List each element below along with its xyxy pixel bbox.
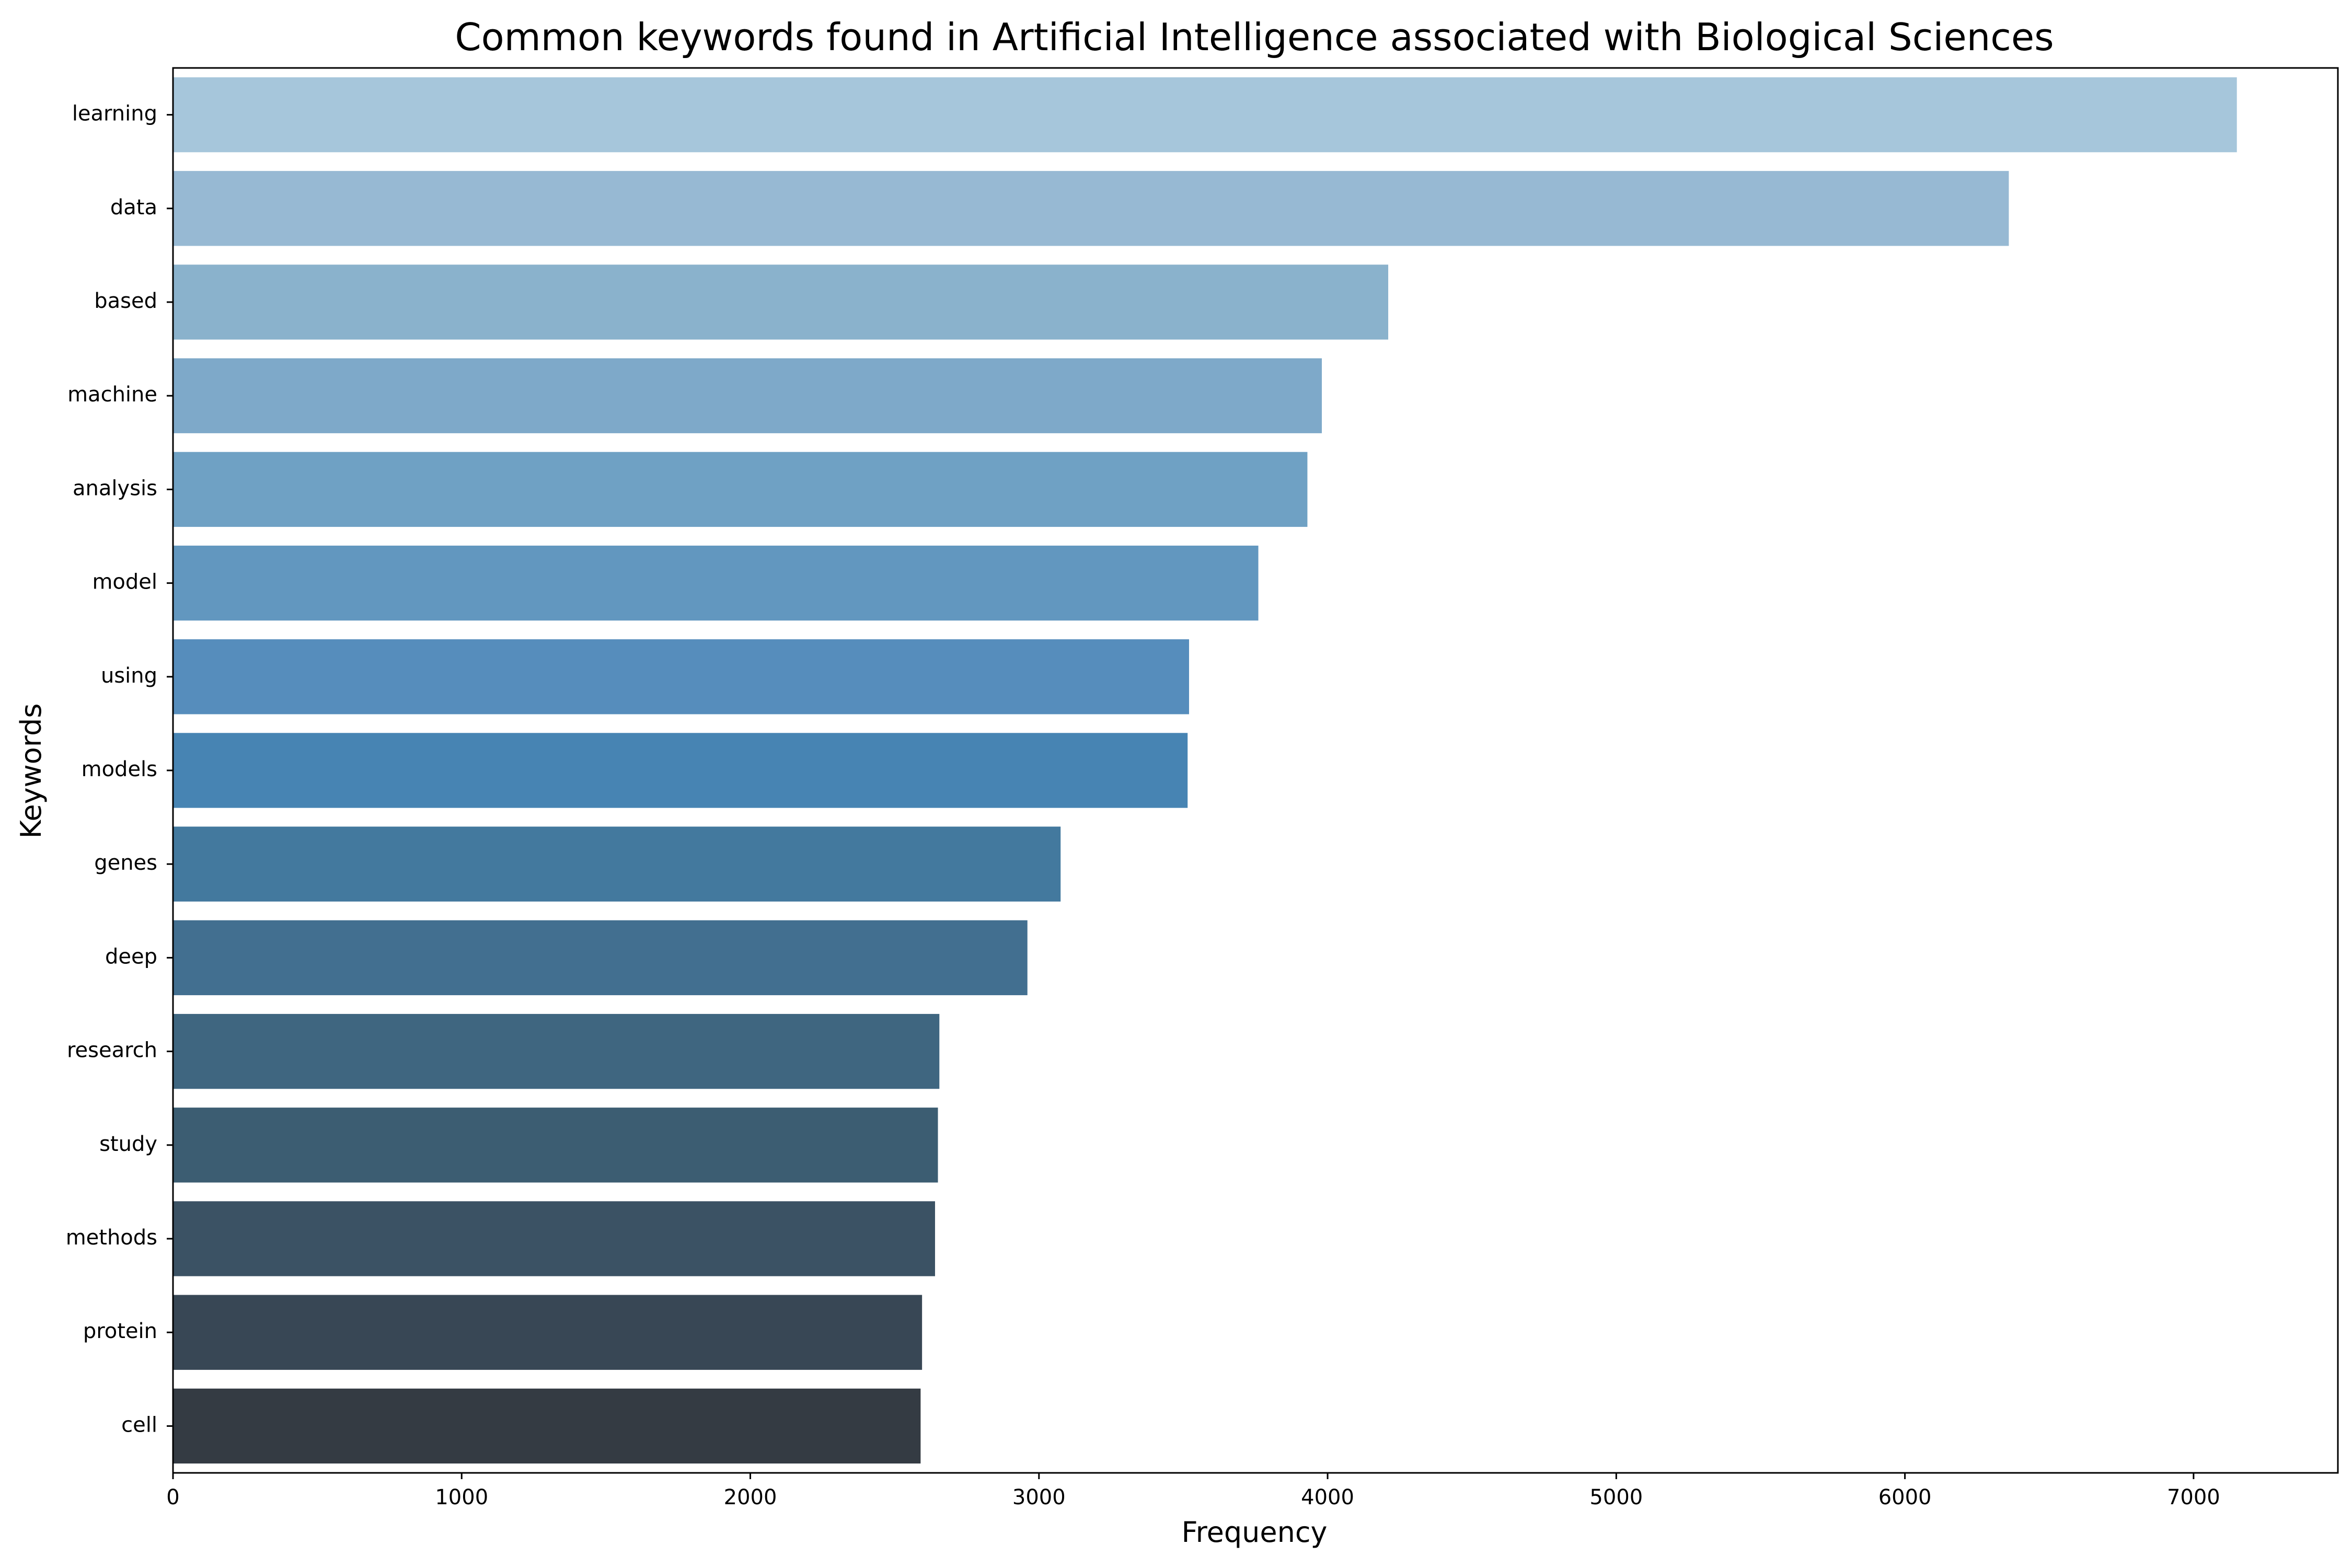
x-axis-label: Frequency [1182, 1516, 1328, 1549]
plot-frame [172, 67, 2339, 1474]
y-tick-label: research [67, 1039, 157, 1063]
bar-cell [173, 1388, 921, 1464]
x-ticks-group: 0 1000 2000 3000 4000 5000 6000 7000 [166, 1473, 2220, 1509]
x-tick-label: 1000 [435, 1485, 488, 1509]
x-tick-label: 0 [166, 1485, 179, 1509]
bar-models [173, 733, 1188, 808]
y-tick-label: methods [66, 1226, 157, 1250]
bar-learning [173, 77, 2237, 153]
bar-study [173, 1108, 938, 1183]
bar-analysis [173, 452, 1308, 527]
y-tick-label: using [101, 664, 157, 688]
bar-research [173, 1013, 940, 1089]
y-tick-label: models [82, 757, 157, 781]
bar-genes [173, 826, 1061, 902]
x-tick-label: 6000 [1878, 1485, 1932, 1509]
y-tick-label: deep [105, 944, 157, 969]
bar-based [173, 264, 1389, 340]
y-tick-label: genes [94, 851, 157, 875]
bar-data [173, 171, 2009, 246]
y-tick-label: learning [72, 102, 157, 126]
chart-title: Common keywords found in Artificial Inte… [455, 15, 2054, 59]
y-tick-label: model [92, 570, 157, 594]
bars-group [173, 77, 2237, 1464]
y-ticks-group: learning data based machine analysis model usi… [66, 102, 173, 1437]
x-tick-label: 2000 [724, 1485, 777, 1509]
x-tick-label: 3000 [1012, 1485, 1066, 1509]
y-tick-label: data [110, 195, 157, 220]
y-tick-label: study [99, 1132, 157, 1156]
bar-deep [173, 920, 1028, 996]
bar-model [173, 545, 1259, 621]
x-tick-label: 4000 [1301, 1485, 1354, 1509]
y-tick-label: cell [121, 1413, 157, 1437]
bar-using [173, 639, 1189, 714]
y-axis-label: Keywords [15, 704, 48, 839]
y-tick-label: machine [67, 383, 157, 407]
y-tick-label: analysis [73, 476, 157, 500]
bar-methods [173, 1201, 935, 1276]
bar-machine [173, 358, 1322, 433]
y-tick-label: protein [83, 1319, 157, 1343]
bar-protein [173, 1295, 923, 1370]
x-tick-label: 7000 [2167, 1485, 2220, 1509]
y-tick-label: based [94, 289, 157, 313]
x-tick-label: 5000 [1589, 1485, 1643, 1509]
